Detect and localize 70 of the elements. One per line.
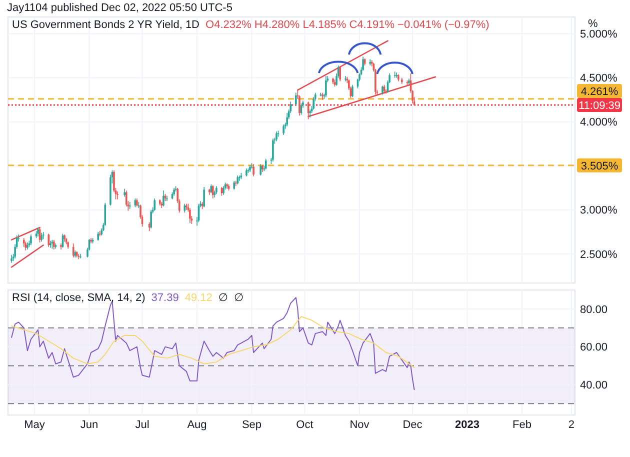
candlestick <box>234 180 237 187</box>
candlestick <box>362 56 364 72</box>
candlestick <box>186 203 188 210</box>
candlestick <box>128 202 131 210</box>
x-tick-label: Sep <box>242 419 262 431</box>
x-tick-label: Feb <box>512 419 532 431</box>
candlestick <box>252 164 254 177</box>
text: 11:09:39 <box>578 100 621 112</box>
y-tick-label: 2.500% <box>580 248 618 261</box>
candlestick <box>30 234 32 246</box>
candlestick <box>295 92 297 106</box>
candlestick <box>150 209 152 229</box>
candlestick <box>98 230 101 237</box>
candlestick <box>282 124 284 136</box>
y-tick-label: 4.500% <box>580 72 618 85</box>
text: Jay1104 published Dec 02, 2022 05:50 UTC-5 <box>7 2 232 14</box>
candlestick <box>203 186 205 208</box>
x-tick-label: Jul <box>135 419 150 431</box>
candlestick <box>154 198 156 212</box>
annotation: 37.39 <box>151 292 179 304</box>
candlestick <box>309 109 311 118</box>
candlestick <box>260 164 262 176</box>
candlestick <box>325 76 327 98</box>
chart-title: RSI (14, close, SMA, 14, 2) <box>12 292 146 304</box>
candlestick <box>385 88 387 94</box>
x-tick-label: Jun <box>80 419 98 431</box>
x-tick-label: May <box>24 419 46 431</box>
ref-line-label: 3.505% <box>580 160 618 172</box>
y-tick-label: 60.00 <box>580 342 608 354</box>
candlestick <box>339 66 341 82</box>
y-tick-label: 3.000% <box>580 204 618 217</box>
candlestick <box>344 76 346 82</box>
x-tick-label: 2 <box>568 419 575 431</box>
x-tick-label: Aug <box>187 419 207 431</box>
candlestick <box>396 72 398 78</box>
annotation: ∅ <box>218 292 228 304</box>
x-tick-label: Nov <box>350 419 370 431</box>
ref-line-label: 4.261% <box>580 86 618 98</box>
candlestick <box>369 58 372 66</box>
candlestick <box>264 158 267 170</box>
candlestick <box>53 239 55 250</box>
candlestick <box>72 242 74 258</box>
y-tick-label: 40.00 <box>580 380 608 392</box>
candlestick <box>48 233 50 248</box>
candlestick <box>312 96 314 110</box>
y-axis-title: % <box>588 18 598 30</box>
candlestick <box>320 92 322 97</box>
candlestick <box>49 240 52 248</box>
x-tick-label: Oct <box>296 419 314 431</box>
annotation: ∅ <box>234 292 244 304</box>
annotation: 49.12 <box>184 292 212 304</box>
candlestick <box>352 84 354 98</box>
candlestick <box>226 183 228 190</box>
line-series <box>11 316 415 368</box>
candlestick <box>90 238 92 244</box>
x-tick-label: 2023 <box>455 419 480 431</box>
candlestick <box>162 190 164 207</box>
candlestick <box>286 112 288 127</box>
y-tick-label: 80.00 <box>580 304 608 316</box>
x-tick-label: Dec <box>402 419 423 431</box>
candlestick <box>272 138 274 162</box>
candlestick <box>189 208 191 224</box>
candlestick <box>80 254 82 259</box>
chart-subtitle: O4.232% H4.280% L4.185% C4.191% −0.041% (−0.97%) <box>206 19 490 31</box>
chart-title: US Government Bonds 2 YR Yield, 1D <box>12 19 200 31</box>
candlestick <box>276 131 278 142</box>
candlestick <box>116 190 118 200</box>
y-tick-label: 4.000% <box>580 116 618 129</box>
candlestick <box>322 92 324 100</box>
y-tick-label: 5.000% <box>580 28 618 41</box>
